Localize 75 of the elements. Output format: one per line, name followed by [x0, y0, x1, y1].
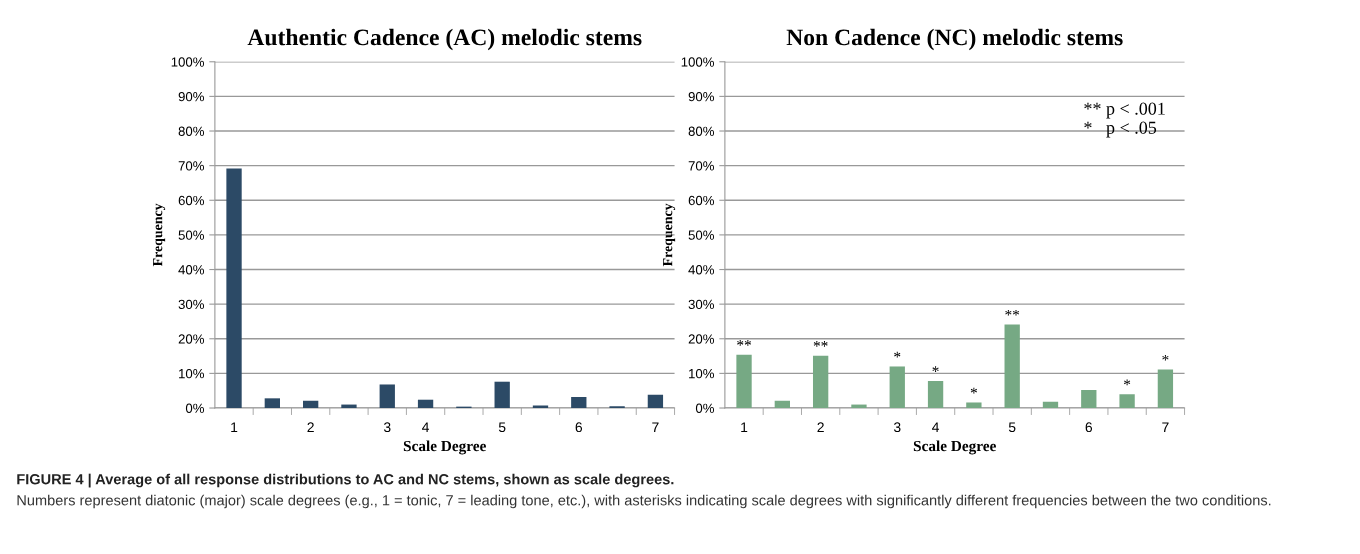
y-tick-label: 60%	[178, 195, 204, 206]
x-axis-title: Scale Degree	[403, 440, 486, 455]
y-tick-label: 20%	[688, 334, 714, 344]
y-tick-label: 30%	[688, 299, 714, 310]
bar	[851, 404, 867, 409]
y-tick-label: 10%	[689, 368, 714, 379]
bar	[812, 355, 829, 409]
bar	[736, 354, 752, 409]
annotation: ** p < .001	[1084, 102, 1165, 119]
y-tick-label: 50%	[688, 230, 714, 240]
x-tick-label: 3	[383, 422, 391, 433]
data-label: *	[932, 366, 939, 372]
caption: FIGURE 4 | Average of all response distributions to AC and NC stems, shown as scale degrees.	[17, 473, 674, 488]
y-axis-title: Frequency	[663, 203, 676, 267]
bar	[927, 381, 944, 409]
y-tick-label: 0%	[185, 403, 204, 413]
bar	[1119, 394, 1135, 409]
y-tick-label: 40%	[178, 265, 204, 275]
x-tick-label: 4	[932, 422, 940, 432]
bar	[774, 400, 790, 409]
x-tick-label: 4	[422, 422, 430, 432]
y-tick-label: 70%	[688, 161, 714, 171]
x-axis-title: Scale Degree	[913, 440, 996, 455]
bar	[1157, 369, 1174, 409]
bar	[226, 168, 242, 409]
bar	[966, 402, 982, 409]
y-tick-label: 60%	[688, 195, 714, 206]
bar	[494, 381, 510, 409]
bar	[379, 384, 395, 409]
x-tick-label: 6	[1085, 422, 1093, 433]
y-tick-label: 30%	[178, 299, 204, 310]
bar	[1042, 401, 1059, 409]
y-tick-label: 80%	[688, 126, 714, 136]
bar	[1004, 324, 1020, 409]
chart-title: Non Cadence (NC) melodic stems	[786, 28, 1123, 51]
data-label: **	[737, 340, 751, 346]
y-tick-label: 40%	[688, 265, 714, 275]
bar	[647, 394, 664, 409]
y-tick-label: 70%	[178, 161, 204, 171]
bar	[417, 399, 434, 409]
bar	[264, 398, 280, 409]
y-tick-label: 80%	[178, 126, 204, 136]
x-tick-label: 1	[741, 422, 748, 432]
text: Numbers represent diatonic (major) scale degrees (e.g., 1 = tonic, 7 = leading tone, etc.), with asterisks indicating scale degrees with significantly different frequencies between the two conditions.	[17, 494, 1271, 509]
y-tick-label: 100%	[681, 57, 714, 67]
y-tick-label: 100%	[171, 57, 204, 67]
y-tick-label: 20%	[178, 334, 204, 344]
data-label: **	[1005, 309, 1020, 316]
x-tick-label: 2	[307, 422, 314, 432]
bar	[341, 404, 357, 409]
x-tick-label: 3	[893, 422, 901, 433]
y-tick-label: 0%	[695, 403, 714, 413]
y-tick-label: 90%	[178, 91, 204, 102]
data-label: *	[1124, 379, 1131, 386]
y-tick-label: 50%	[178, 230, 204, 240]
data-label: **	[813, 341, 828, 347]
x-tick-label: 5	[1008, 422, 1016, 433]
x-tick-label: 6	[575, 422, 583, 433]
x-tick-label: 7	[1162, 422, 1169, 432]
bar	[302, 400, 319, 409]
x-tick-label: 1	[231, 422, 238, 432]
x-tick-label: 5	[498, 422, 506, 433]
y-tick-label: 90%	[688, 91, 714, 102]
annotation: * p < .05	[1084, 121, 1157, 138]
bar	[571, 396, 587, 409]
data-label: *	[894, 351, 901, 358]
x-tick-label: 2	[817, 422, 824, 432]
data-label: *	[970, 387, 977, 394]
bar	[1081, 390, 1097, 409]
data-label: *	[1162, 354, 1169, 361]
y-axis-title: Frequency	[153, 203, 166, 267]
bar	[889, 366, 905, 409]
y-tick-label: 10%	[179, 368, 204, 379]
chart-title: Authentic Cadence (AC) melodic stems	[247, 28, 642, 51]
x-tick-label: 7	[652, 422, 659, 432]
